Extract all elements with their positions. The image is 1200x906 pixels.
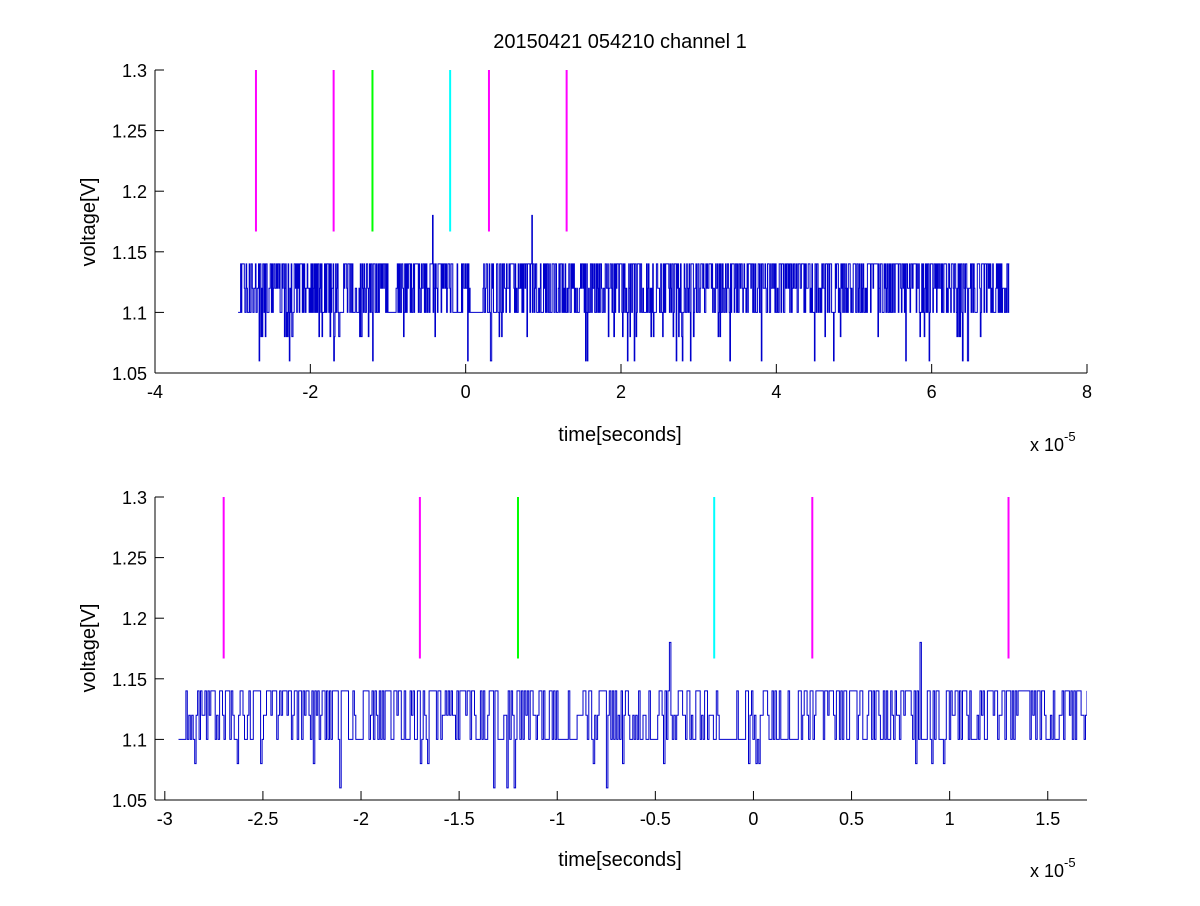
bottom-y-tick-label: 1.25 [112, 549, 147, 569]
top-x-exponent-label: x 10-5 [1030, 429, 1076, 455]
bottom-x-tick-label: -1.5 [444, 809, 475, 829]
top-y-tick-label: 1.25 [112, 122, 147, 142]
bottom-x-tick-label: 0.5 [839, 809, 864, 829]
bottom-trace-layer [178, 641, 1087, 789]
bottom-x-tick-label: 1.5 [1035, 809, 1060, 829]
bottom-x-tick-label: -1 [549, 809, 565, 829]
top-x-axis-label: time[seconds] [558, 424, 681, 446]
bottom-axis-frame [154, 497, 1087, 801]
top-x-exponent-power: -5 [1064, 429, 1076, 444]
top-x-tick-label: -2 [302, 382, 318, 402]
top-x-tick-label: 8 [1082, 382, 1092, 402]
bottom-x-tick-label: 1 [945, 809, 955, 829]
bottom-x-exponent-label: x 10-5 [1030, 855, 1076, 881]
bottom-x-tick-label: 0 [748, 809, 758, 829]
top-x-tick-label: -4 [147, 382, 163, 402]
top-x-exponent-base: x 10 [1030, 435, 1064, 455]
top-x-tick-label: 6 [927, 382, 937, 402]
bottom-x-exponent-power: -5 [1064, 855, 1076, 870]
bottom-marker-layer [222, 497, 1010, 659]
bottom-y-tick-label: 1.2 [122, 609, 147, 629]
top-y-ticks: 1.05 1.1 1.15 1.2 1.25 1.3 [112, 61, 164, 384]
bottom-x-axis-label: time[seconds] [558, 849, 681, 871]
bottom-axes: -3 -2.5 -2 -1.5 -1 -0.5 0 0.5 1 1.5 1.051.11.151.… [78, 488, 1087, 881]
top-axes: -4 -2 0 2 4 6 8 1.05 1.1 1.15 1.2 1.25 1.3 time[sec… [78, 61, 1092, 455]
top-y-tick-label: 1.1 [122, 303, 147, 323]
bottom-y-ticks: 1.05 1.1 1.15 1.2 1.25 1.3 [112, 488, 164, 811]
top-y-tick-label: 1.3 [122, 61, 147, 81]
top-x-tick-label: 4 [771, 382, 781, 402]
top-axis-frame [154, 70, 1087, 374]
top-trace-layer [238, 214, 1010, 362]
top-marker-layer [254, 70, 568, 232]
bottom-x-ticks: -3 -2.5 -2 -1.5 -1 -0.5 0 0.5 1 1.5 [157, 791, 1060, 829]
bottom-y-axis-label: voltage[V] [78, 604, 100, 693]
top-x-tick-label: 0 [461, 382, 471, 402]
top-x-tick-label: 2 [616, 382, 626, 402]
top-y-axis-label: voltage[V] [78, 178, 100, 267]
bottom-y-tick-label: 1.05 [112, 791, 147, 811]
bottom-x-tick-label: -0.5 [640, 809, 671, 829]
top-y-tick-label: 1.05 [112, 364, 147, 384]
top-y-tick-label: 1.15 [112, 243, 147, 263]
bottom-y-tick-label: 1.3 [122, 488, 147, 508]
figure-title: 20150421 054210 channel 1 [493, 31, 747, 53]
top-signal-trace [238, 214, 1010, 362]
top-x-ticks: -4 -2 0 2 4 6 8 [147, 364, 1092, 402]
bottom-x-tick-label: -2 [353, 809, 369, 829]
bottom-x-tick-label: -2.5 [247, 809, 278, 829]
bottom-x-exponent-base: x 10 [1030, 861, 1064, 881]
bottom-signal-trace [178, 641, 1087, 789]
bottom-y-tick-label: 1.1 [122, 730, 147, 750]
bottom-x-tick-label: -3 [157, 809, 173, 829]
top-y-tick-label: 1.2 [122, 182, 147, 202]
bottom-y-tick-label: 1.15 [112, 670, 147, 690]
